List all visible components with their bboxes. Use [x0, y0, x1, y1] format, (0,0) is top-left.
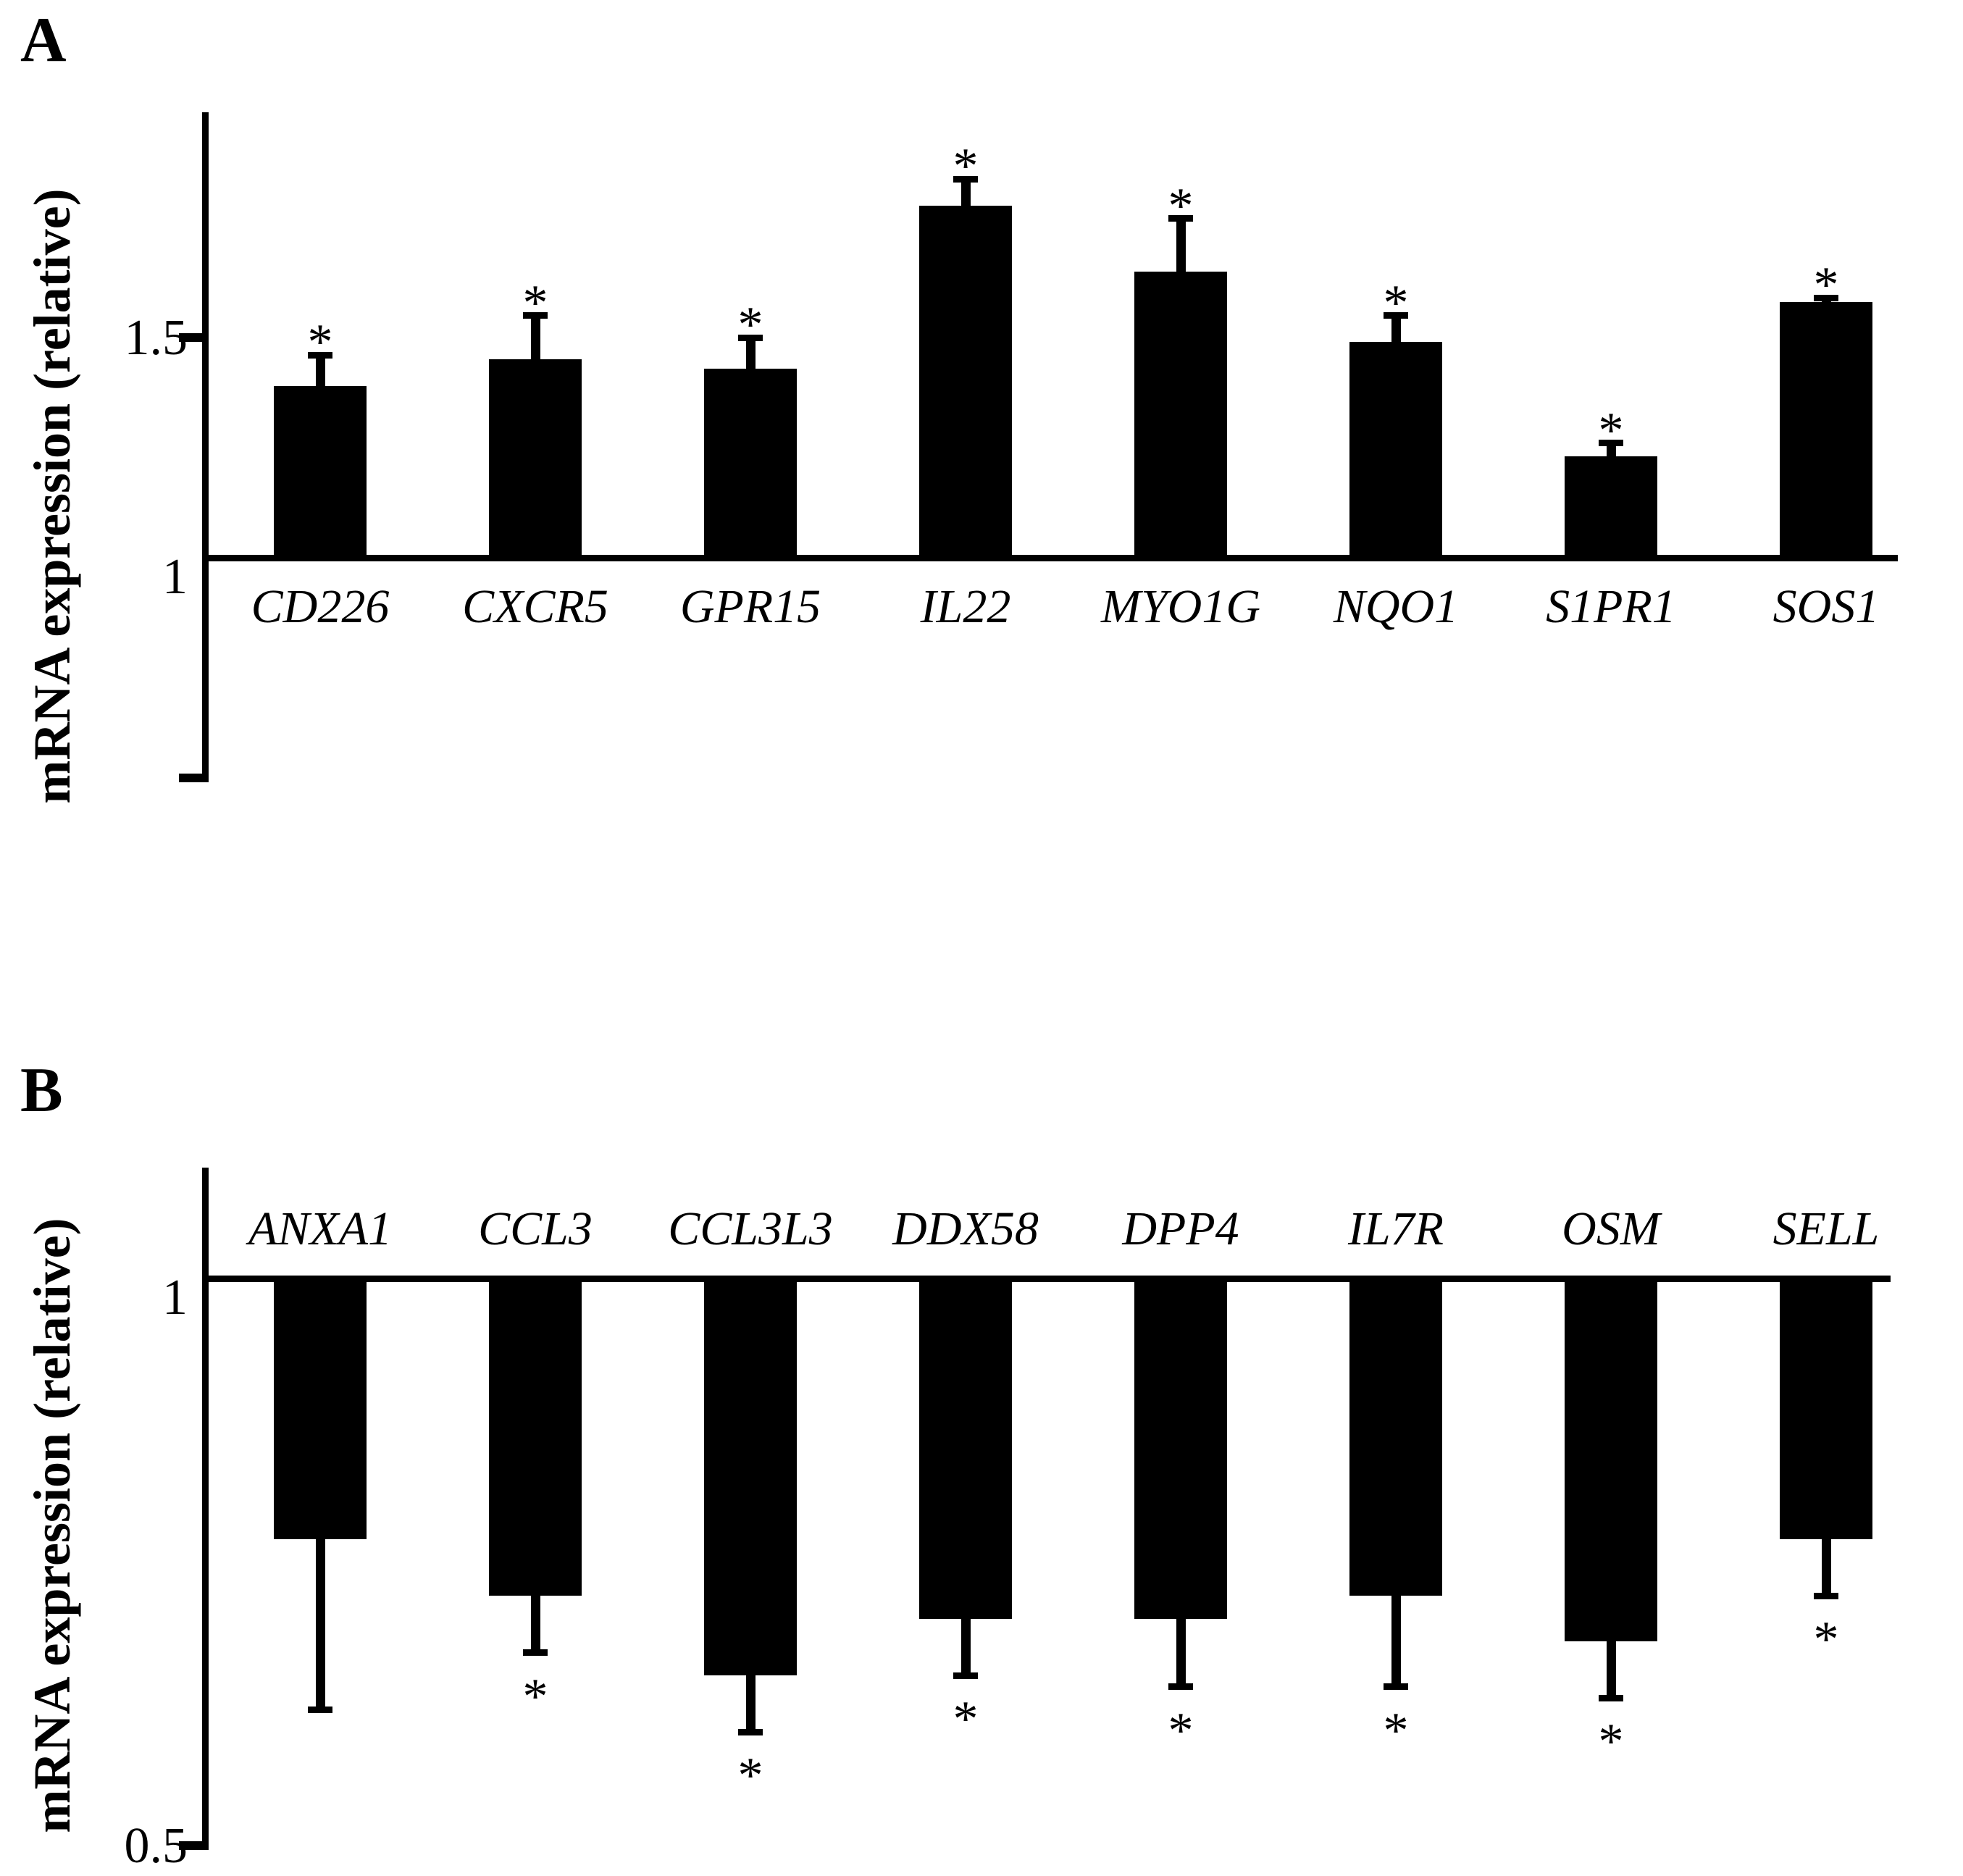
bar-CCL3L3	[704, 1278, 797, 1676]
error-bar-MYO1G	[1176, 218, 1186, 279]
panel-a-letter: A	[20, 5, 67, 75]
error-bar-SELL	[1821, 1532, 1831, 1596]
bar-DPP4	[1134, 1278, 1227, 1619]
y-axis-tick-0.5	[179, 774, 209, 782]
gene-label-OSM: OSM	[1562, 1202, 1660, 1255]
panel-b-letter: B	[20, 1055, 63, 1126]
gene-label-CCL3L3: CCL3L3	[668, 1202, 833, 1255]
sig-asterisk-CD226: *	[307, 314, 333, 371]
error-bar-cap-CCL3	[523, 1649, 548, 1657]
y-tick-label-1.5: 1.5	[124, 310, 188, 366]
gene-label-IL7R: IL7R	[1348, 1202, 1444, 1255]
gene-label-IL22: IL22	[920, 580, 1011, 633]
x-axis-baseline	[202, 1276, 1891, 1282]
sig-asterisk-GPR15: *	[737, 297, 763, 353]
error-bar-cap-IL22	[953, 175, 978, 183]
gene-label-ANXA1: ANXA1	[248, 1202, 392, 1255]
error-bar-cap-CD226	[308, 351, 332, 359]
error-bar-cap-IL7R	[1384, 1683, 1408, 1691]
error-bar-GPR15	[745, 338, 756, 376]
error-bar-cap-CXCR5	[523, 312, 548, 319]
error-bar-ANXA1	[315, 1532, 325, 1710]
sig-asterisk-IL7R: *	[1383, 1702, 1409, 1759]
bar-S1PR1	[1565, 456, 1657, 558]
bar-DDX58	[919, 1278, 1012, 1619]
error-bar-cap-GPR15	[738, 334, 763, 341]
sig-asterisk-SELL: *	[1813, 1612, 1839, 1668]
error-bar-DPP4	[1176, 1611, 1186, 1687]
sig-asterisk-MYO1G: *	[1168, 177, 1194, 234]
error-bar-cap-DPP4	[1168, 1683, 1193, 1691]
sig-asterisk-OSM: *	[1598, 1714, 1624, 1770]
bar-GPR15	[704, 368, 797, 558]
bar-SOS1	[1780, 302, 1872, 558]
error-bar-cap-SOS1	[1814, 294, 1838, 301]
error-bar-OSM	[1606, 1634, 1616, 1699]
error-bar-cap-SELL	[1814, 1592, 1838, 1599]
error-bar-S1PR1	[1606, 443, 1616, 464]
sig-asterisk-CCL3: *	[522, 1668, 548, 1725]
sig-asterisk-DDX58: *	[953, 1691, 979, 1748]
gene-label-GPR15: GPR15	[679, 580, 821, 633]
sig-asterisk-CXCR5: *	[522, 275, 548, 331]
gene-label-DDX58: DDX58	[892, 1202, 1039, 1255]
gene-label-CXCR5: CXCR5	[462, 580, 608, 633]
sig-asterisk-DPP4: *	[1168, 1702, 1194, 1759]
sig-asterisk-CCL3L3: *	[737, 1748, 763, 1804]
error-bar-CD226	[315, 355, 325, 393]
error-bar-IL7R	[1391, 1588, 1401, 1687]
sig-asterisk-NQO1: *	[1383, 275, 1409, 331]
y-tick-label-0.5: 0.5	[124, 1818, 188, 1874]
bar-CXCR5	[489, 359, 582, 558]
bar-OSM	[1565, 1278, 1657, 1642]
error-bar-CCL3L3	[745, 1668, 756, 1733]
bar-MYO1G	[1134, 271, 1227, 558]
gene-label-NQO1: NQO1	[1333, 580, 1459, 633]
gene-label-CCL3: CCL3	[478, 1202, 593, 1255]
error-bar-cap-OSM	[1599, 1694, 1623, 1701]
bar-CD226	[274, 385, 367, 558]
gene-label-SOS1: SOS1	[1772, 580, 1880, 633]
bar-ANXA1	[274, 1278, 367, 1540]
gene-label-DPP4: DPP4	[1122, 1202, 1239, 1255]
x-axis-baseline	[202, 555, 1898, 561]
gene-label-CD226: CD226	[251, 580, 390, 633]
bar-IL7R	[1349, 1278, 1442, 1596]
y-axis-line	[202, 112, 209, 780]
error-bar-cap-S1PR1	[1599, 440, 1623, 447]
gene-label-S1PR1: S1PR1	[1546, 580, 1676, 633]
bar-CCL3	[489, 1278, 582, 1596]
bar-SELL	[1780, 1278, 1872, 1540]
error-bar-cap-NQO1	[1384, 312, 1408, 319]
error-bar-IL22	[960, 179, 971, 213]
bar-IL22	[919, 205, 1012, 558]
y-axis-tick-0.5	[179, 1841, 209, 1850]
error-bar-NQO1	[1391, 315, 1401, 350]
sig-asterisk-S1PR1: *	[1598, 402, 1624, 458]
error-bar-DDX58	[960, 1611, 971, 1676]
error-bar-cap-MYO1G	[1168, 215, 1193, 222]
y-tick-label-1: 1	[162, 1270, 188, 1326]
sig-asterisk-SOS1: *	[1813, 257, 1839, 314]
sig-asterisk-IL22: *	[953, 138, 979, 195]
y-axis-tick-1.5	[179, 333, 209, 342]
error-bar-CXCR5	[530, 315, 540, 367]
error-bar-cap-CCL3L3	[738, 1728, 763, 1735]
gene-label-MYO1G: MYO1G	[1100, 580, 1260, 633]
gene-label-SELL: SELL	[1772, 1202, 1880, 1255]
bar-NQO1	[1349, 342, 1442, 558]
error-bar-cap-ANXA1	[308, 1706, 332, 1713]
error-bar-CCL3	[530, 1588, 540, 1653]
y-axis-line	[202, 1168, 209, 1848]
y-tick-label-1: 1	[162, 549, 188, 605]
error-bar-cap-DDX58	[953, 1672, 978, 1679]
